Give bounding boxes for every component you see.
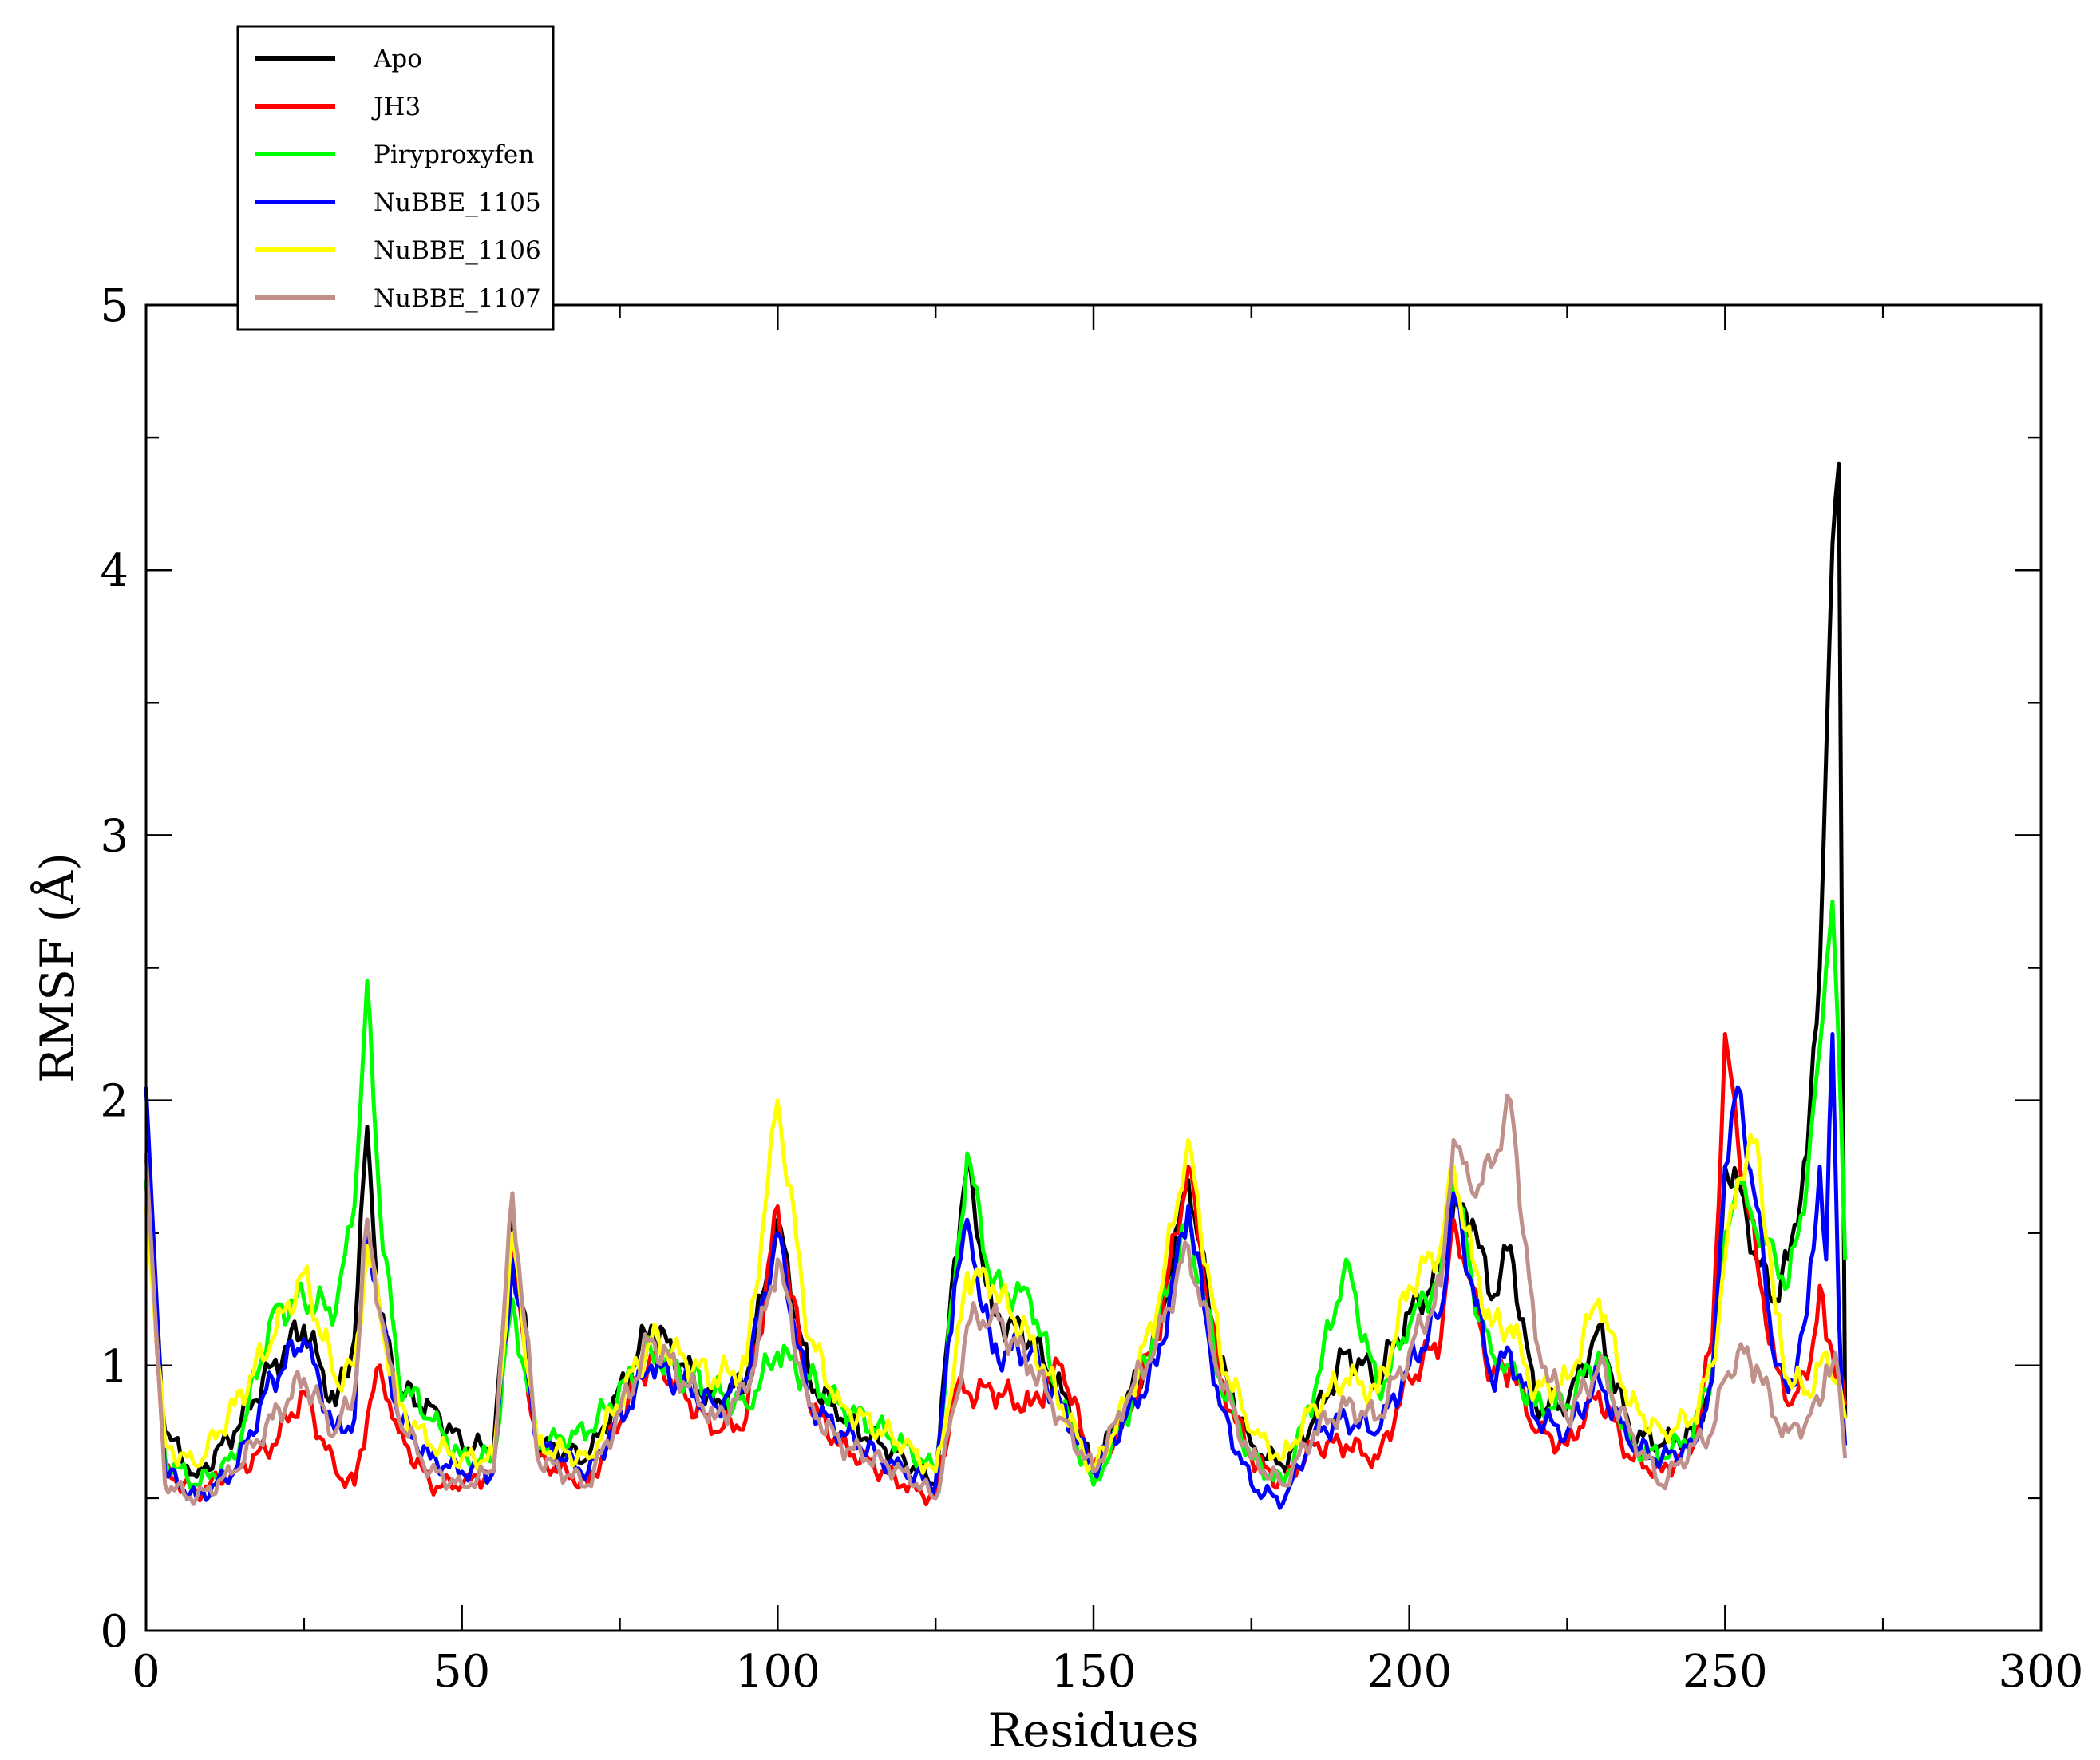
x-axis-title: Residues (988, 1703, 1200, 1758)
x-tick-label: 0 (132, 1646, 160, 1698)
legend-label: NuBBE_1107 (374, 284, 541, 313)
y-tick-label: 5 (100, 280, 129, 332)
tick-labels: 0 50 100 150 200 250 300 0 1 2 3 4 5 (100, 280, 2083, 1698)
legend-label: NuBBE_1106 (374, 236, 541, 265)
series-line-nubbe-1106 (144, 1098, 1848, 1475)
legend: Apo JH3 Piryproxyfen NuBBE_1105 NuBBE_1106 Nu… (236, 25, 555, 331)
x-tick-label: 50 (433, 1646, 490, 1698)
x-tick-label: 150 (1051, 1646, 1137, 1698)
y-tick-label: 3 (100, 810, 129, 862)
series-line-nubbe-1107 (144, 1094, 1848, 1506)
y-tick-label: 2 (100, 1076, 129, 1128)
series-layer (144, 461, 1848, 1510)
x-tick-label: 300 (1999, 1646, 2084, 1698)
legend-label: Apo (373, 45, 422, 73)
x-tick-label: 100 (735, 1646, 821, 1698)
legend-box (236, 25, 555, 331)
plot-frame (144, 303, 2043, 1632)
y-tick-label: 0 (100, 1606, 129, 1658)
x-tick-label: 200 (1366, 1646, 1452, 1698)
y-tick-label: 1 (100, 1341, 129, 1393)
legend-label: Piryproxyfen (374, 140, 534, 169)
legend-label: NuBBE_1105 (374, 188, 541, 217)
x-tick-label: 250 (1683, 1646, 1768, 1698)
series-line-nubbe-1105 (144, 1032, 1848, 1510)
y-axis-title: RMSF (Å) (30, 852, 85, 1083)
y-tick-label: 4 (100, 545, 129, 597)
legend-label: JH3 (371, 93, 421, 121)
